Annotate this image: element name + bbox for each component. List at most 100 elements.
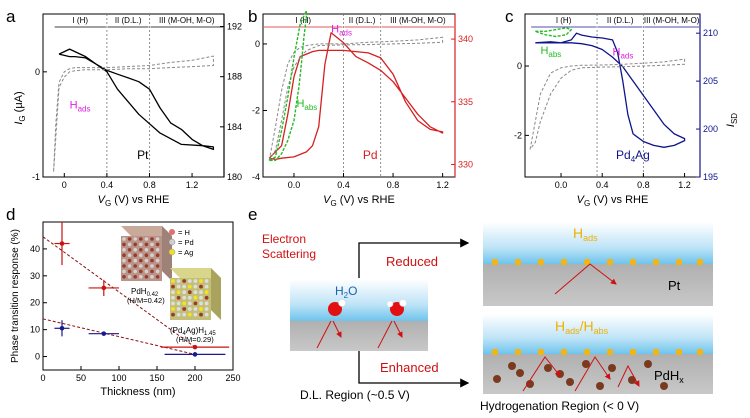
pd4ag-atom xyxy=(204,312,209,317)
dl-scatter-arrow-2 xyxy=(377,320,402,349)
hads-atom xyxy=(675,258,683,266)
region-label: II (D.L.) xyxy=(349,16,376,25)
region-label: I (H) xyxy=(556,16,572,25)
data-point xyxy=(59,241,65,246)
pd4ag-atom xyxy=(187,295,192,300)
pdh-atom xyxy=(139,264,143,268)
pd4ag-atom xyxy=(204,290,209,295)
x-tick-label: 0 xyxy=(40,373,45,383)
pdh-atom xyxy=(144,269,149,274)
pdh-atom xyxy=(127,248,132,252)
y-tick-label: 30 xyxy=(30,271,40,281)
water-molecule-2 xyxy=(386,299,407,316)
x-tick-label: 0.8 xyxy=(637,180,650,190)
reduced-arrow xyxy=(358,238,470,278)
pdh-atom xyxy=(155,258,160,263)
pdh-atom xyxy=(155,237,160,241)
pd4ag-atom xyxy=(187,301,192,306)
pdh-atom xyxy=(127,275,132,279)
x-tick-label: 50 xyxy=(76,373,86,383)
x-tick-label: 0.0 xyxy=(288,180,301,190)
data-point xyxy=(101,285,107,291)
pt-hads-atoms xyxy=(491,258,704,266)
pd4ag-atom xyxy=(199,307,203,311)
region-label: III (M-OH, M-O) xyxy=(390,16,446,25)
data-point xyxy=(192,352,198,357)
series-i-sd xyxy=(535,32,686,148)
y2-tick-label: 200 xyxy=(703,124,718,134)
pdh-atom xyxy=(155,269,160,274)
hads-atom xyxy=(491,258,499,266)
plot-frame xyxy=(42,221,234,371)
y-axis-label-isd: ISD xyxy=(725,113,739,127)
y2-tick-label: 188 xyxy=(227,72,242,82)
pdh-atom xyxy=(155,248,160,252)
x-tick-label: 250 xyxy=(225,373,240,383)
pd4ag-atom xyxy=(193,307,198,311)
habs-atom xyxy=(644,360,652,368)
water-label: H2O xyxy=(335,284,357,300)
pd4ag-atom xyxy=(199,301,203,306)
pdh-atom xyxy=(144,275,149,279)
series-h-abs xyxy=(535,27,572,38)
pd4ag-atom xyxy=(204,284,209,289)
hads-atom xyxy=(583,258,591,266)
pd4ag-atom xyxy=(182,290,187,295)
plot-frame xyxy=(42,13,225,178)
y2-tick-label: 195 xyxy=(703,172,718,182)
pdh-atom xyxy=(133,264,137,268)
region-label: II (D.L.) xyxy=(607,16,634,25)
pd4ag-atom xyxy=(176,290,181,295)
pd4ag-atom xyxy=(176,295,181,300)
y-tick-label: 40 xyxy=(30,244,40,254)
panel-title: Pd4Ag xyxy=(616,148,650,164)
pdh-atom xyxy=(122,275,126,279)
charts-layer: I (H) II (D.L.) III (M-OH, M-O) 0 0.4 0.8 1.2 -… xyxy=(10,9,739,398)
pd4ag-atom xyxy=(176,279,181,283)
hads-atom xyxy=(514,348,522,356)
pdh-atom xyxy=(139,248,143,252)
y-tick-label: -2 xyxy=(252,105,260,115)
y-tick-label: 0 xyxy=(255,39,260,49)
pt-metal-layer xyxy=(483,264,713,306)
pdh-atom xyxy=(127,242,132,247)
legend-ag-label: = Ag xyxy=(178,248,193,257)
legend-ag-dot xyxy=(168,248,176,256)
pdh-label: PdH0.42 xyxy=(131,287,159,298)
pdh-atom xyxy=(133,258,137,263)
hads-atom xyxy=(629,258,637,266)
pdh-atom xyxy=(139,275,143,279)
pt-water-layer xyxy=(483,222,713,264)
y2-tick-label: 335 xyxy=(458,97,473,107)
cv-panel-c: I (H) II (D.L.) III (M-OH, M-O) 0.0 0.4 0.8 1.… xyxy=(514,13,718,208)
hads-atom xyxy=(583,348,591,356)
panel-label-a: a xyxy=(6,7,16,26)
y-tick-label: -2 xyxy=(514,130,522,140)
pd4ag-atom xyxy=(182,295,187,300)
hads-atom xyxy=(560,258,568,266)
legend-pd-label: = Pd xyxy=(178,238,194,247)
pd4ag-atom xyxy=(187,284,192,289)
hads-atom xyxy=(606,258,614,266)
pdh-atom xyxy=(150,253,154,257)
hads-atom xyxy=(652,258,660,266)
pdh-atom xyxy=(122,248,126,252)
hads-atom xyxy=(696,258,704,266)
pdh-atom xyxy=(127,253,132,257)
pdh-atom xyxy=(139,258,143,263)
pdhx-scatter-arrow-1 xyxy=(522,356,561,392)
legend-pd-dot xyxy=(168,238,176,246)
pd4ag-atom xyxy=(193,279,198,283)
pd4ag-atom xyxy=(199,312,203,317)
legend-h-label: = H xyxy=(178,228,190,237)
y-tick-label: 0 xyxy=(35,67,40,77)
pdh-atom xyxy=(150,258,154,263)
pd4ag-atom xyxy=(182,312,187,317)
enhanced-arrow xyxy=(358,350,470,388)
pdh-atom xyxy=(139,237,143,241)
data-point xyxy=(59,325,65,331)
hads-atom xyxy=(537,258,545,266)
pd4ag-atom xyxy=(204,279,209,283)
habs-atom xyxy=(566,378,574,386)
x-axis-label: Thickness (nm) xyxy=(100,386,175,398)
